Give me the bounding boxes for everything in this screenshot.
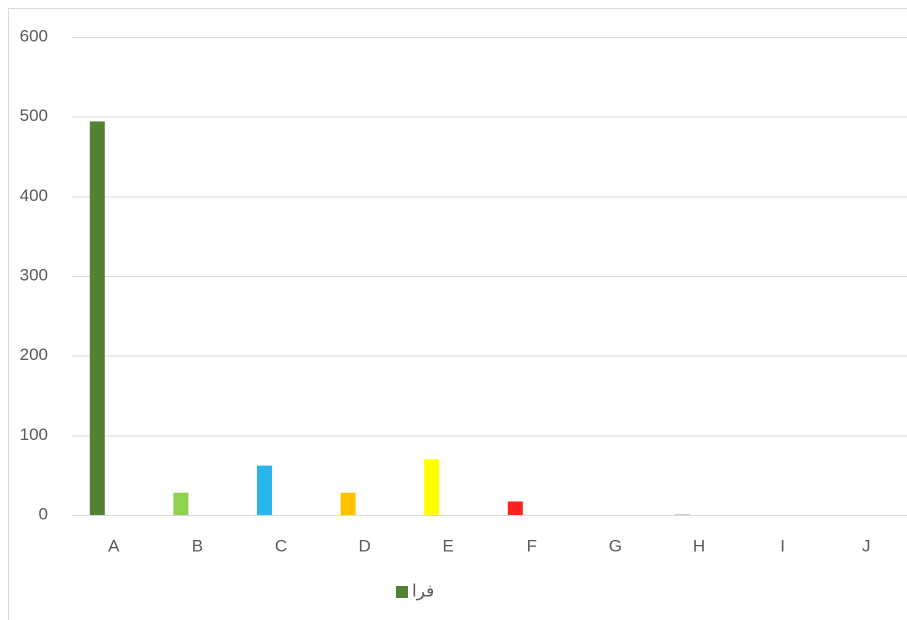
y-tick-label: 400 [20, 186, 48, 205]
x-tick-label: D [358, 536, 370, 555]
legend-label: فرا [412, 581, 434, 600]
y-tick-label: 600 [20, 26, 48, 45]
x-tick-label: F [527, 536, 537, 555]
chart-frame [9, 9, 907, 620]
bar [341, 493, 356, 515]
y-tick-label: 100 [20, 425, 48, 444]
y-tick-label: 200 [20, 345, 48, 364]
bar [173, 493, 188, 515]
legend-swatch [396, 586, 408, 598]
chart: 0 100 200 300 400 500 600 A B C D E F G H I J فرا [0, 0, 907, 620]
y-tick-label: 0 [39, 504, 48, 523]
x-tick-label: C [275, 536, 287, 555]
bar [508, 501, 523, 515]
x-tick-label: B [192, 536, 203, 555]
bar [257, 466, 272, 515]
bar [675, 514, 690, 515]
x-tick-label: A [108, 536, 120, 555]
x-tick-label: I [780, 536, 785, 555]
y-tick-label: 300 [20, 265, 48, 284]
x-tick-label: H [693, 536, 705, 555]
x-tick-label: J [862, 536, 871, 555]
x-tick-label: E [443, 536, 454, 555]
bar [424, 459, 439, 515]
x-tick-label: G [609, 536, 622, 555]
bar [90, 121, 105, 515]
y-tick-label: 500 [20, 106, 48, 125]
